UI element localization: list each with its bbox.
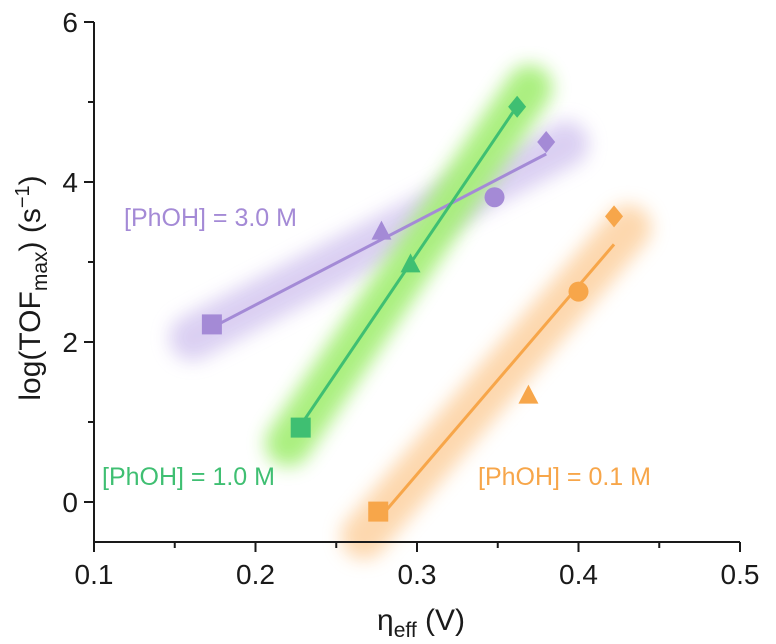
x-tick-label-0: 0.1: [75, 559, 114, 590]
data-point-1-0: [290, 417, 311, 438]
y-tick-label-0: 0: [62, 487, 78, 518]
data-point-2-0: [368, 501, 389, 522]
fit-line-0: [211, 152, 547, 329]
x-tick-label-1: 0.2: [236, 559, 275, 590]
x-tick-label-2: 0.3: [398, 559, 437, 590]
series-label-1: [PhOH] = 1.0 M: [102, 463, 275, 491]
y-axis-title: log(TOFmax) (s−1): [12, 175, 52, 400]
x-tick-label-3: 0.4: [559, 559, 598, 590]
series-labels: [PhOH] = 3.0 M [PhOH] = 1.0 M [PhOH] = 0.1…: [102, 204, 651, 491]
data-markers: [201, 95, 624, 522]
x-tick-label-4: 0.5: [721, 559, 760, 590]
data-point-0-3: [537, 131, 556, 153]
data-point-2-2: [568, 281, 589, 302]
x-axis-title: ηeff (V): [377, 604, 465, 642]
series-label-0: [PhOH] = 3.0 M: [124, 204, 297, 232]
series-label-2: [PhOH] = 0.1 M: [478, 463, 651, 491]
axes: 0.1 0.2 0.3 0.4 0.5 0 2 4 6 ηeff (V) log(TOFmax) (…: [12, 7, 759, 642]
data-point-1-2: [508, 95, 527, 118]
data-point-2-3: [605, 205, 624, 228]
data-point-1-1: [400, 253, 421, 273]
y-tick-label-1: 2: [62, 327, 78, 358]
y-tick-label-3: 6: [62, 7, 78, 38]
data-point-2-1: [518, 384, 539, 404]
data-point-0-2: [484, 187, 505, 208]
data-point-0-1: [371, 220, 392, 240]
y-tick-label-2: 4: [62, 167, 78, 198]
data-point-0-0: [201, 314, 222, 335]
